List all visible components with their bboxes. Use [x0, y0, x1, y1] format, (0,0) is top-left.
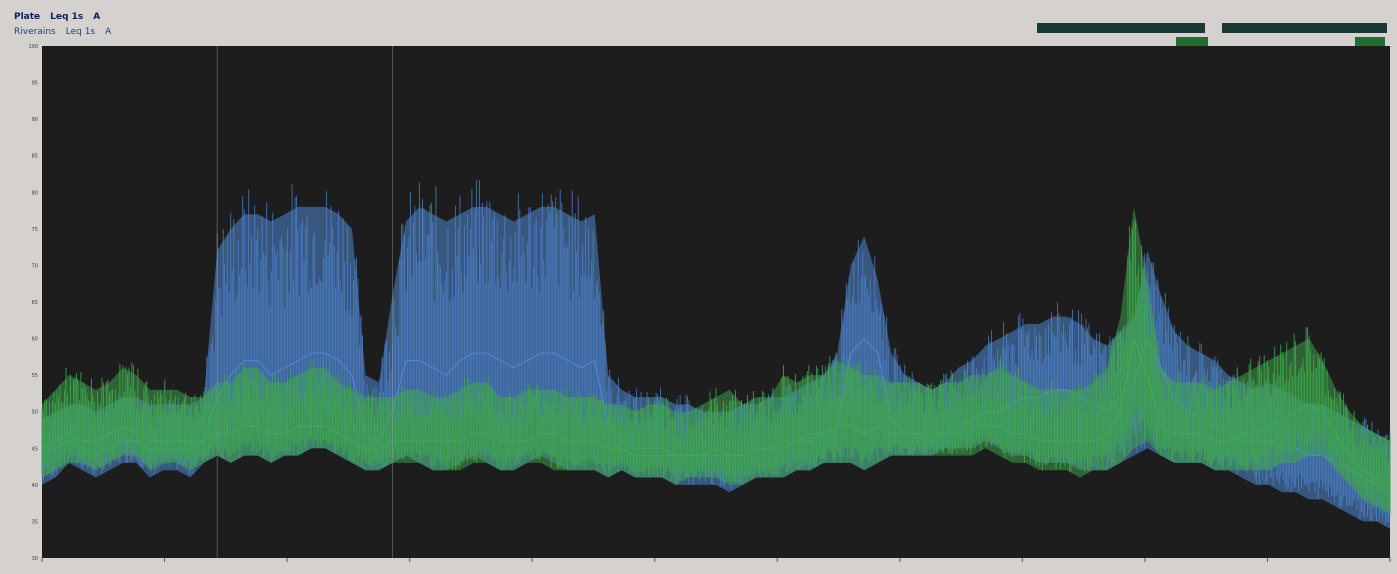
- y-tick-label: 90: [32, 117, 38, 123]
- y-tick-label: 75: [32, 227, 38, 233]
- y-tick-label: 35: [32, 519, 38, 525]
- series-plate-line: [41, 336, 1391, 486]
- y-tick-label: 45: [32, 446, 38, 452]
- series-plate: [41, 206, 1391, 515]
- y-tick-label: 55: [32, 373, 38, 379]
- legend-primary-name: Plate: [14, 12, 41, 22]
- legend-primary-weighting: A: [93, 12, 101, 22]
- x-axis: [41, 558, 1391, 562]
- legend-secondary-name: Riverains: [14, 27, 56, 37]
- legend-primary-metric: Leq 1s: [50, 12, 84, 22]
- y-tick-label: 100: [28, 44, 38, 50]
- y-tick-label: 95: [32, 81, 38, 87]
- y-tick-label: 70: [32, 263, 38, 269]
- legend-secondary-weighting: A: [105, 27, 112, 37]
- y-axis: 30 35 40 45 50 55 60 65 70 75 80 85 90 95 100: [28, 44, 38, 562]
- y-tick-label: 40: [32, 483, 38, 489]
- cursor-readout-2: [1222, 23, 1387, 33]
- cursor-layer: [216, 46, 393, 558]
- cursor-readout-2-value: [1355, 37, 1385, 47]
- legend-secondary[interactable]: Riverains Leq 1s A: [14, 27, 121, 37]
- cursor-readout-1-value: [1176, 37, 1208, 47]
- legend-secondary-metric: Leq 1s: [65, 27, 96, 37]
- cursor-readout-1: [1037, 23, 1205, 33]
- y-tick-label: 85: [32, 154, 38, 160]
- y-tick-label: 65: [32, 300, 38, 306]
- series-layer: [41, 180, 1391, 529]
- legend-primary[interactable]: Plate Leq 1s A: [14, 12, 110, 22]
- y-tick-label: 80: [32, 190, 38, 196]
- y-tick-label: 60: [32, 337, 38, 343]
- y-tick-label: 50: [32, 410, 38, 416]
- y-tick-label: 30: [32, 556, 38, 562]
